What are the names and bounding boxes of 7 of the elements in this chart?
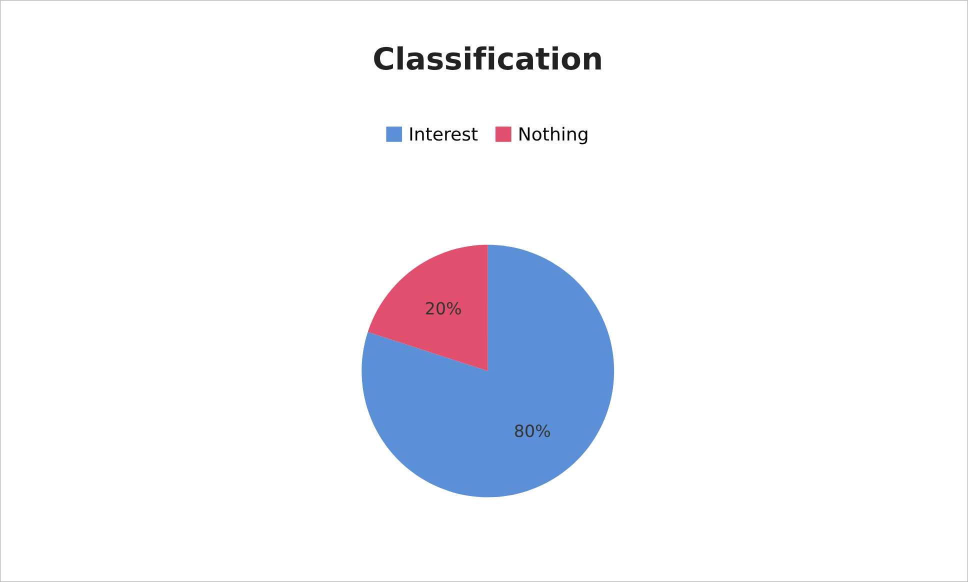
legend-label: Nothing	[520, 126, 588, 144]
data-label: 80%	[514, 424, 550, 438]
data-label: 20%	[426, 302, 461, 315]
chart-title: Classification	[374, 46, 601, 70]
legend-label: Interest	[410, 127, 478, 141]
pie-slice	[362, 244, 614, 498]
pie-slice	[368, 244, 488, 372]
